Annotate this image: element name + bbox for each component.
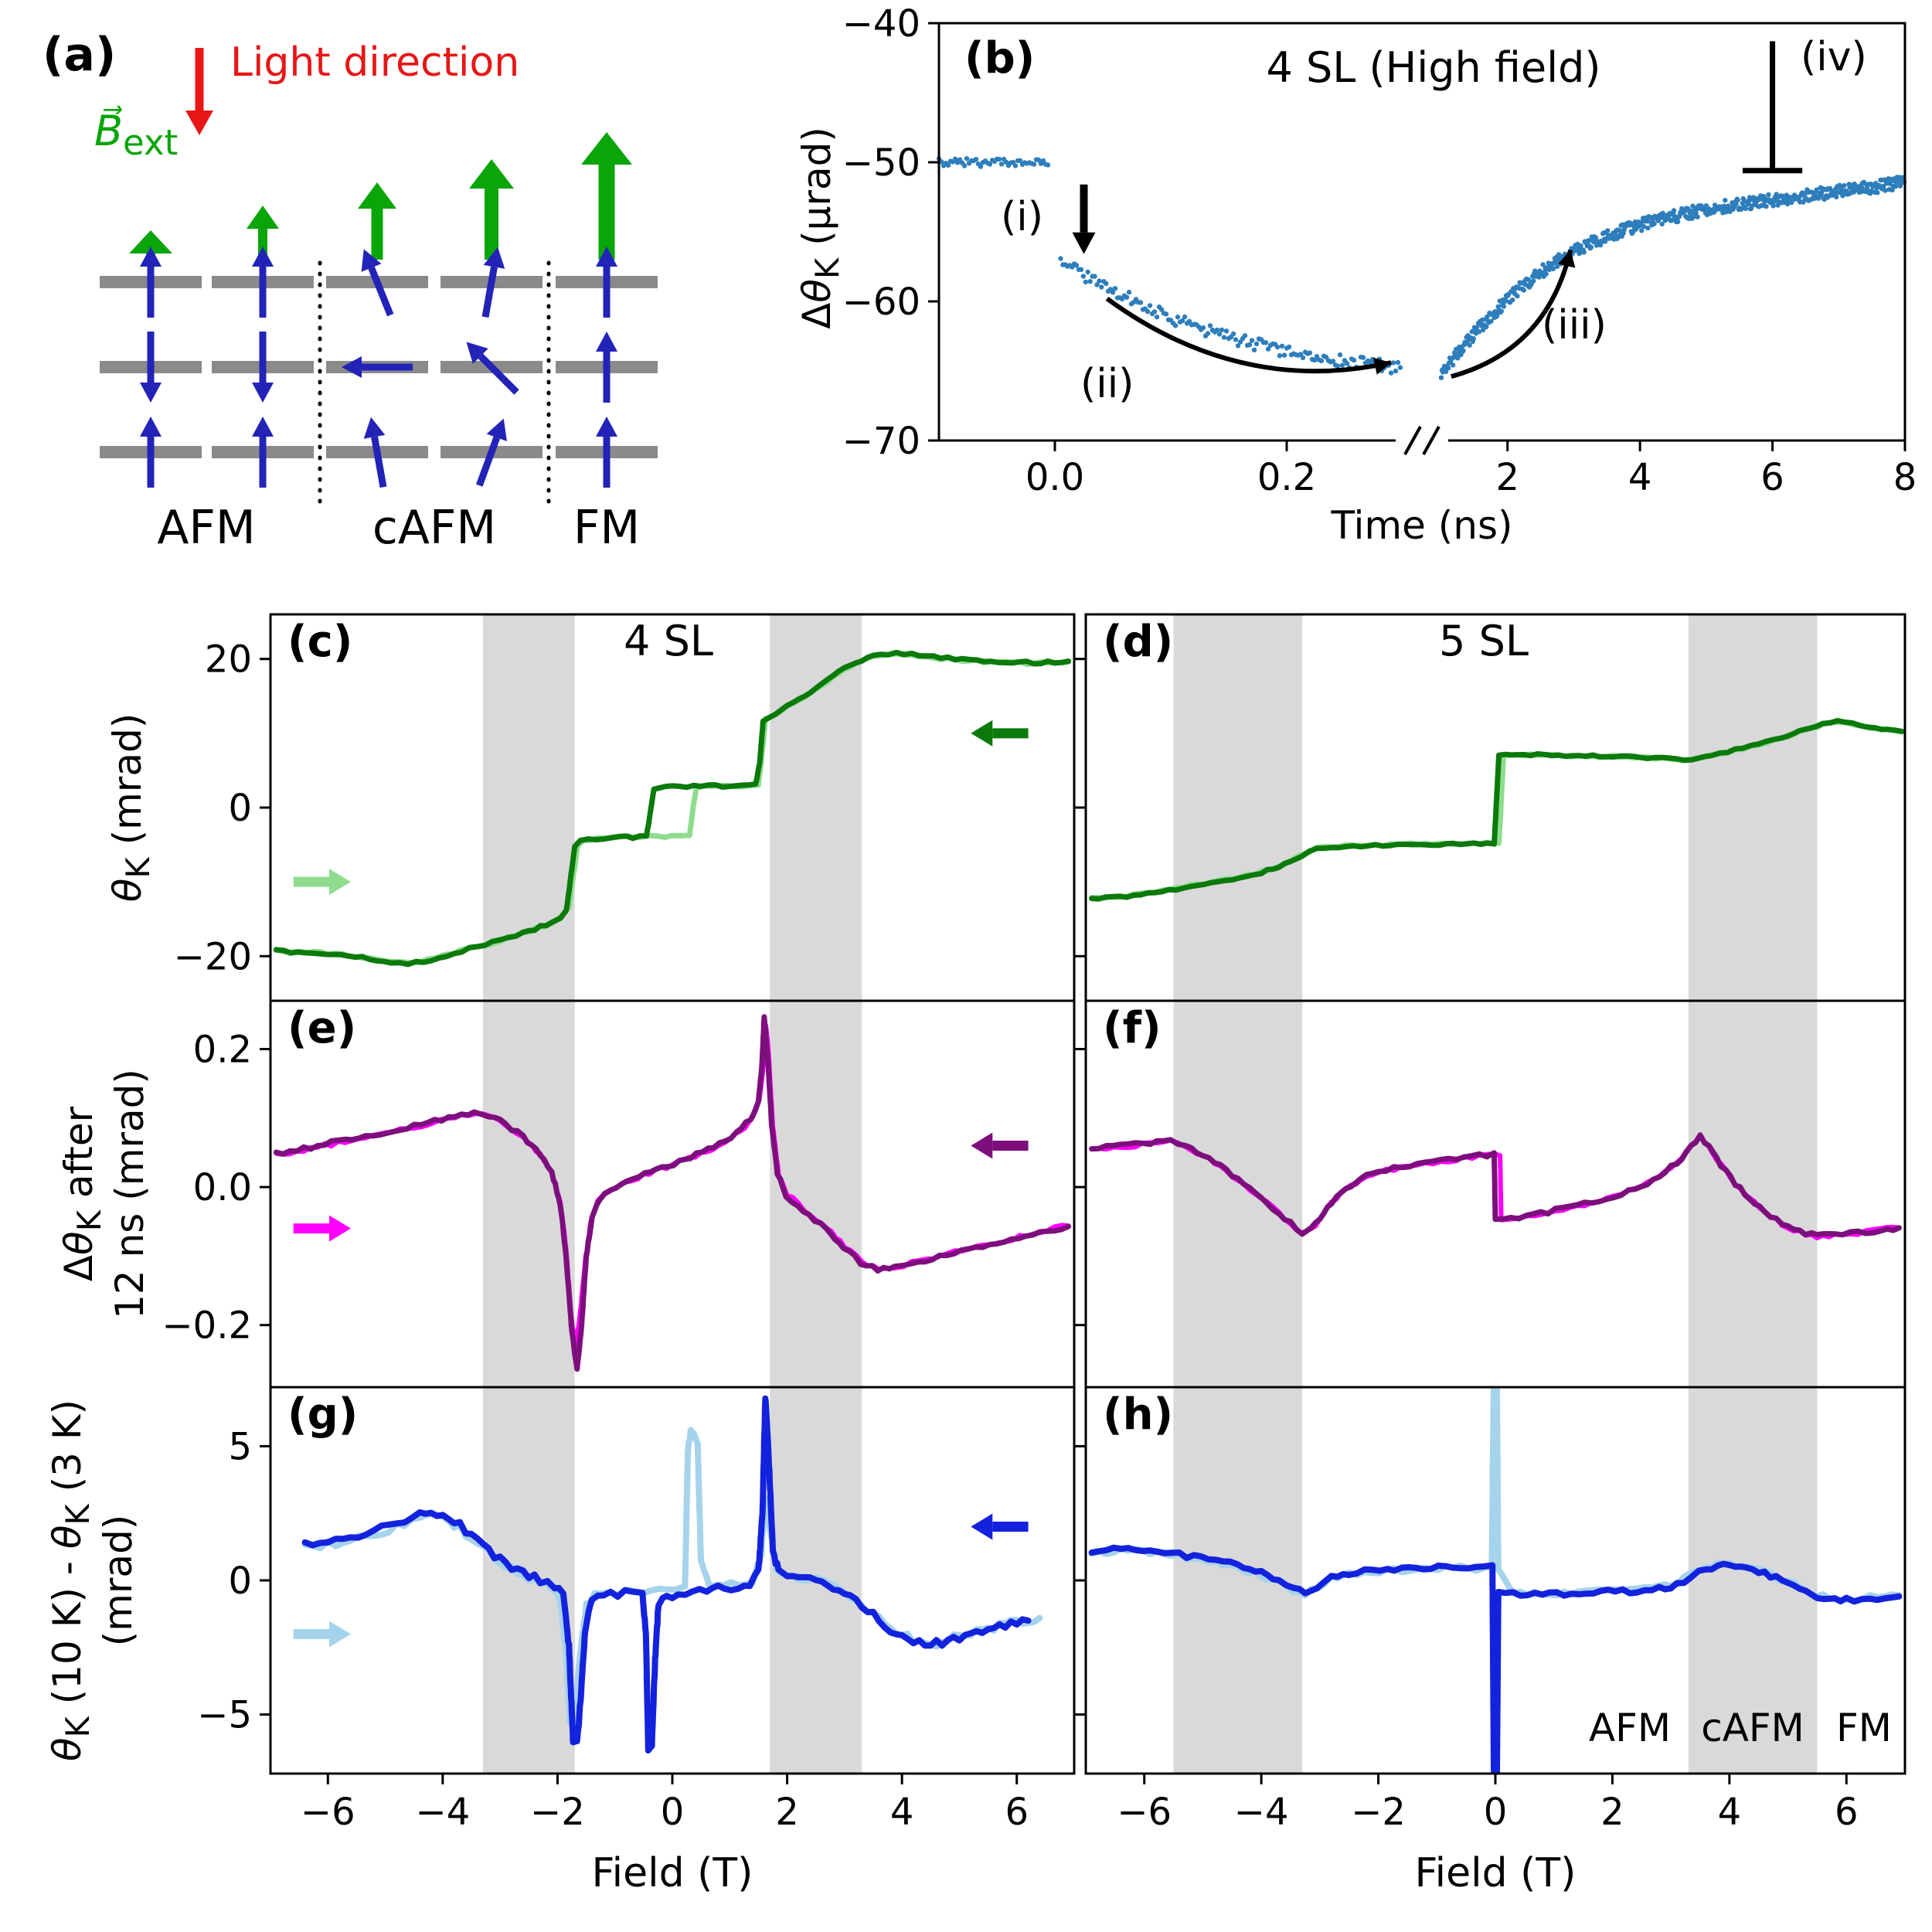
panel-d-title: 5 SL bbox=[1439, 617, 1529, 665]
panel-b-title: 4 SL (High field) bbox=[1266, 43, 1601, 92]
svg-text:0.2: 0.2 bbox=[193, 1029, 252, 1072]
svg-text:6: 6 bbox=[1760, 456, 1784, 499]
svg-text:−4: −4 bbox=[415, 1791, 470, 1834]
field-sweep-panel-grid: 200−200.20.0−0.250−5−6 −4 −2 0 2 4 6 −6 −4 −2 0 2 4 6 bbox=[162, 613, 1906, 1834]
annotation-ii: (ii) bbox=[1080, 361, 1134, 407]
svg-text:0: 0 bbox=[228, 787, 252, 830]
panel-e-label: (e) bbox=[287, 1003, 357, 1053]
svg-text:4: 4 bbox=[1628, 456, 1652, 499]
svg-text:0: 0 bbox=[661, 1791, 685, 1834]
phase-cafm-label: cAFM bbox=[1701, 1706, 1804, 1750]
svg-text:4: 4 bbox=[1718, 1791, 1742, 1834]
phase-fm-label: FM bbox=[1836, 1706, 1892, 1750]
svg-text:−6: −6 bbox=[301, 1791, 355, 1834]
svg-text:6: 6 bbox=[1835, 1791, 1859, 1834]
svg-text:−2: −2 bbox=[1351, 1791, 1406, 1834]
svg-text:−5: −5 bbox=[197, 1694, 252, 1737]
svg-text:0.2: 0.2 bbox=[1257, 456, 1316, 499]
panel-g-label: (g) bbox=[287, 1389, 359, 1440]
svg-text:−60: −60 bbox=[842, 281, 920, 324]
panel-a-schematic bbox=[100, 48, 658, 511]
fm-group-label: FM bbox=[573, 501, 641, 555]
panel-f-label: (f) bbox=[1103, 1003, 1162, 1053]
svg-text:0: 0 bbox=[1484, 1791, 1508, 1834]
panel-b-label: (b) bbox=[964, 33, 1036, 83]
svg-text:−20: −20 bbox=[174, 935, 252, 978]
svg-text:2: 2 bbox=[1495, 456, 1519, 499]
panel-d-label: (d) bbox=[1103, 617, 1174, 667]
phase-afm-label: AFM bbox=[1588, 1706, 1672, 1750]
panel-b-time-trace-chart: −40 −50 −60 −70 0.0 0.2 2 4 6 8 bbox=[842, 2, 1917, 499]
light-direction-label: Light direction bbox=[230, 39, 520, 86]
svg-text:4: 4 bbox=[890, 1791, 914, 1834]
svg-text:8: 8 bbox=[1893, 456, 1917, 499]
svg-text:6: 6 bbox=[1005, 1791, 1029, 1834]
afm-group-label: AFM bbox=[157, 501, 256, 555]
svg-text:−50: −50 bbox=[842, 141, 920, 185]
annotation-iv: (iv) bbox=[1801, 34, 1867, 80]
svg-text:0.0: 0.0 bbox=[193, 1166, 252, 1209]
svg-text:−0.2: −0.2 bbox=[162, 1304, 252, 1348]
panel-b-y-axis-label: ΔθK (μrad) bbox=[794, 127, 847, 329]
panel-c-title: 4 SL bbox=[624, 617, 713, 665]
svg-text:−4: −4 bbox=[1234, 1791, 1289, 1834]
svg-text:−2: −2 bbox=[530, 1791, 585, 1834]
panel-a-label: (a) bbox=[43, 28, 117, 82]
annotation-iii: (iii) bbox=[1542, 302, 1607, 349]
svg-text:2: 2 bbox=[775, 1791, 799, 1834]
external-field-label: B⃗ext bbox=[94, 107, 179, 163]
panel-b-x-axis-label: Time (ns) bbox=[1331, 503, 1513, 548]
cafm-group-label: cAFM bbox=[372, 501, 497, 555]
annotation-i: (i) bbox=[1001, 194, 1044, 240]
svg-text:−70: −70 bbox=[842, 420, 920, 463]
field-x-axis-label-left: Field (T) bbox=[591, 1850, 753, 1896]
svg-text:20: 20 bbox=[205, 638, 252, 682]
panel-h-label: (h) bbox=[1103, 1389, 1174, 1440]
svg-text:2: 2 bbox=[1600, 1791, 1624, 1834]
row2-y-axis-label: ΔθK after 12 ns (mrad) bbox=[56, 1069, 152, 1319]
svg-text:−40: −40 bbox=[842, 2, 920, 46]
svg-text:−6: −6 bbox=[1117, 1791, 1172, 1834]
svg-text:5: 5 bbox=[228, 1425, 252, 1468]
field-x-axis-label-right: Field (T) bbox=[1414, 1850, 1577, 1896]
row1-y-axis-label: θK (mrad) bbox=[105, 713, 158, 903]
panel-c-label: (c) bbox=[287, 617, 353, 667]
svg-text:0.0: 0.0 bbox=[1026, 456, 1084, 499]
svg-text:0: 0 bbox=[228, 1560, 252, 1603]
row3-y-axis-label: θK (10 K) - θK (3 K) (mrad) bbox=[45, 1399, 141, 1762]
